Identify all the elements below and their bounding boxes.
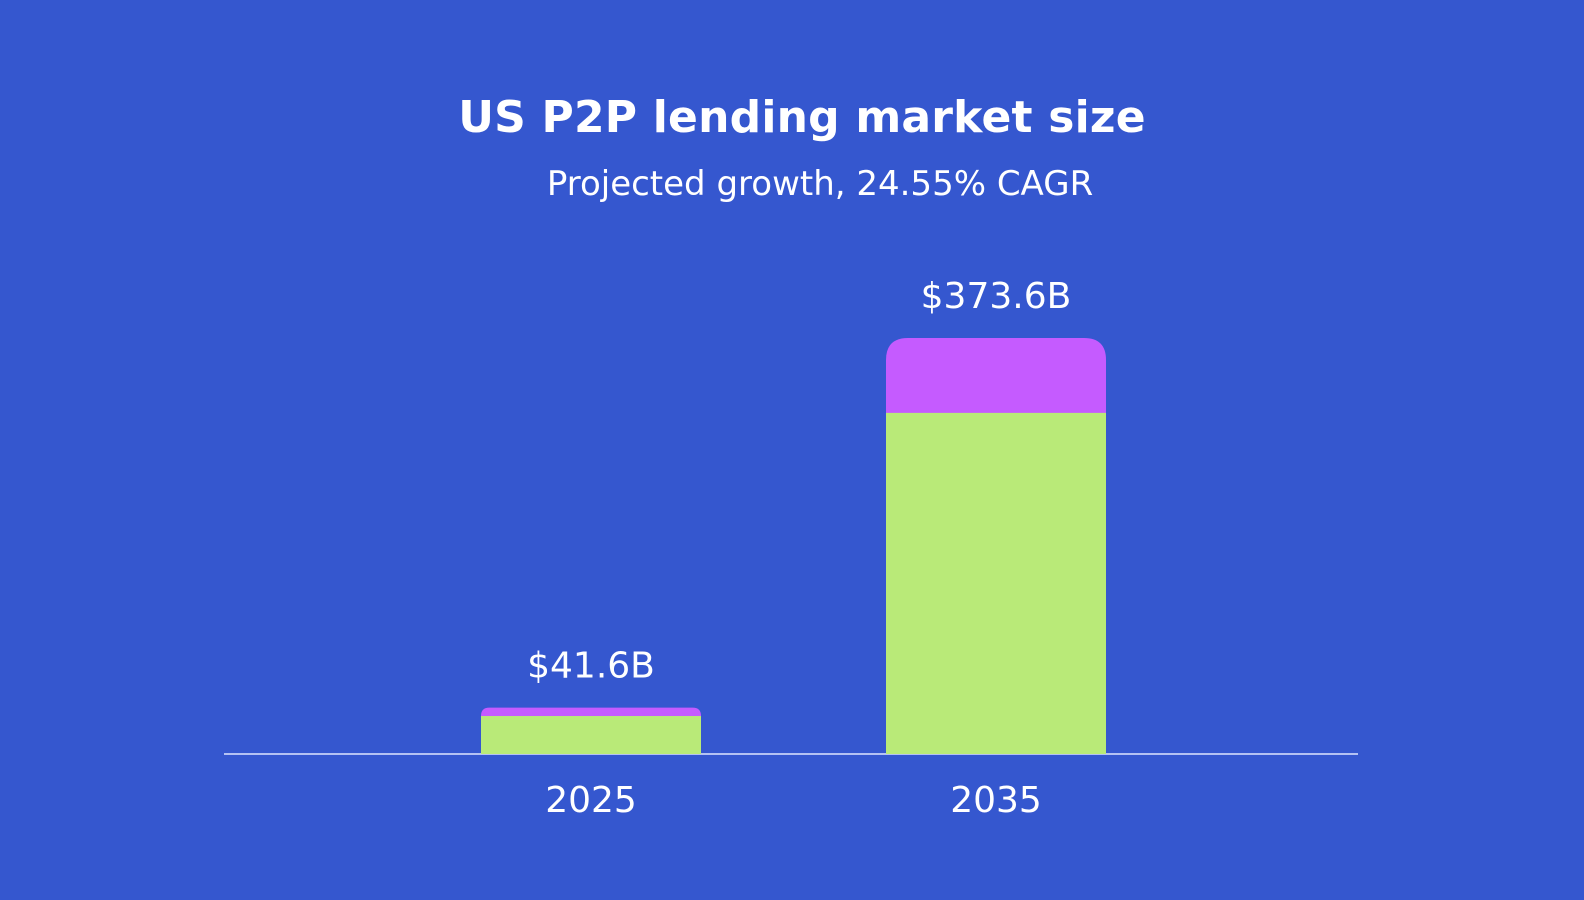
bar-2035 (886, 412, 1106, 754)
chart-subtitle: Projected growth, 24.55% CAGR (546, 164, 1094, 204)
chart-title: US P2P lending market size (458, 92, 1146, 143)
bar-2025 (481, 716, 701, 754)
data-label-2035: $373.6B (921, 276, 1072, 317)
x-tick-label-2035: 2035 (950, 780, 1042, 821)
bar-cap-2025 (481, 707, 701, 719)
data-label-2025: $41.6B (527, 646, 655, 687)
x-tick-label-2025: 2025 (545, 780, 637, 821)
bar-cap-2035 (886, 338, 1106, 415)
